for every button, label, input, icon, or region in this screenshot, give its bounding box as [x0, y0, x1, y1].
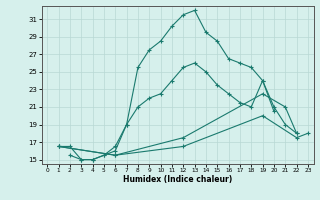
- X-axis label: Humidex (Indice chaleur): Humidex (Indice chaleur): [123, 175, 232, 184]
